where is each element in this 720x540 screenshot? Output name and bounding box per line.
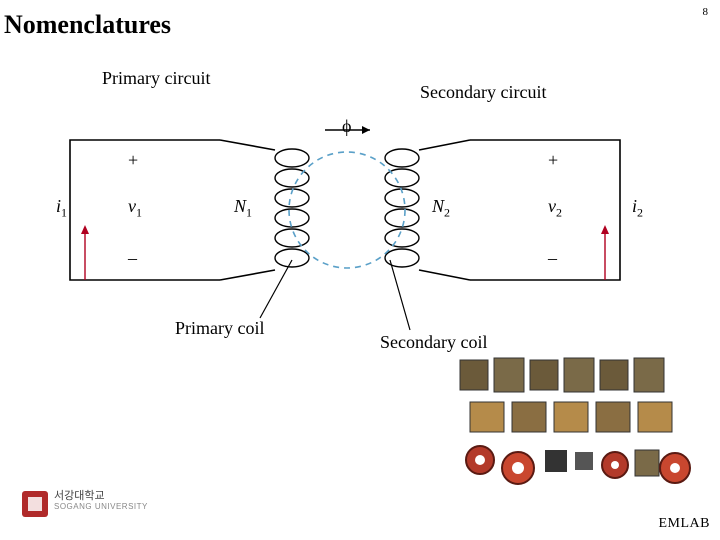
- symbol-v2: v2: [548, 196, 562, 221]
- symbol-i1: i1: [56, 196, 67, 221]
- symbol-n2: N2: [432, 196, 450, 221]
- footer-lab: EMLAB: [659, 516, 711, 532]
- transformer-photo: [450, 350, 700, 500]
- symbol-minus-left: –: [128, 248, 137, 269]
- symbol-i2: i2: [632, 196, 643, 221]
- page-title: Nomenclatures: [4, 10, 171, 40]
- symbol-plus-right: +: [548, 150, 558, 171]
- symbol-phi: ϕ: [342, 116, 351, 137]
- logo-text-1: 서강대학교: [54, 487, 105, 503]
- university-logo: 서강대학교 SOGANG UNIVERSITY: [20, 485, 170, 530]
- symbol-v1: v1: [128, 196, 142, 221]
- symbol-plus-left: +: [128, 150, 138, 171]
- symbol-n1: N1: [234, 196, 252, 221]
- symbol-minus-right: –: [548, 248, 557, 269]
- page-number: 8: [703, 6, 709, 18]
- label-primary-circuit: Primary circuit: [102, 68, 210, 89]
- logo-text-2: SOGANG UNIVERSITY: [54, 502, 148, 511]
